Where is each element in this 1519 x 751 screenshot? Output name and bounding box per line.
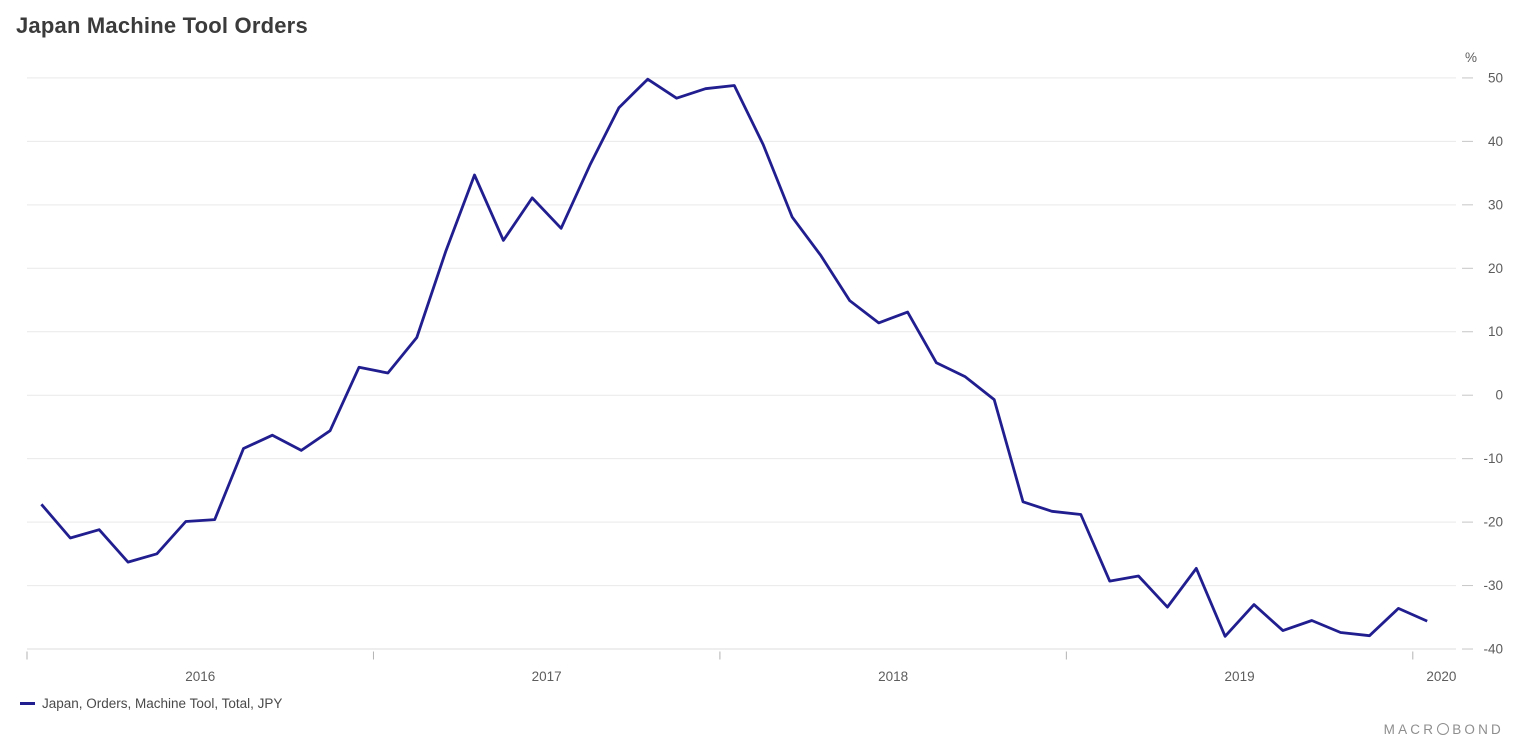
logo-text-prefix: MACR	[1383, 722, 1437, 737]
y-axis-tick-label: 20	[1488, 261, 1503, 276]
y-axis-tick-label: 30	[1488, 197, 1503, 212]
macrobond-logo: MACR BOND	[1384, 722, 1504, 737]
logo-o-icon	[1437, 723, 1450, 735]
x-axis-tick-label: 2016	[185, 669, 215, 684]
y-axis-tick-label: 10	[1488, 324, 1503, 339]
y-axis-tick-label: 50	[1488, 70, 1503, 85]
legend-label: Japan, Orders, Machine Tool, Total, JPY	[42, 696, 283, 711]
y-axis-tick-label: 0	[1495, 388, 1503, 403]
y-axis-tick-label: -10	[1483, 451, 1503, 466]
y-axis-tick-label: -20	[1483, 515, 1503, 530]
legend: Japan, Orders, Machine Tool, Total, JPY	[20, 696, 282, 711]
y-axis-tick-label: 40	[1488, 134, 1503, 149]
x-axis-tick-label: 2017	[532, 669, 562, 684]
x-axis-tick-label: 2018	[878, 669, 908, 684]
chart-title: Japan Machine Tool Orders	[16, 13, 308, 38]
y-axis-unit-label: %	[1465, 50, 1477, 65]
series-line	[40, 77, 1428, 638]
legend-swatch-icon	[20, 702, 35, 705]
logo-text-suffix: BOND	[1452, 722, 1504, 737]
y-axis-tick-label: -30	[1483, 578, 1503, 593]
x-axis-tick-label: 2019	[1225, 669, 1255, 684]
y-axis-tick-label: -40	[1483, 642, 1503, 657]
x-axis-tick-label: 2020	[1426, 669, 1456, 684]
